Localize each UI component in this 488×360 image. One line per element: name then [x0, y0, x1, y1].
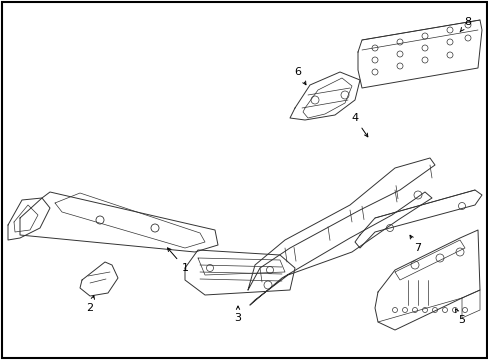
Text: 1: 1 — [167, 248, 188, 273]
Text: 7: 7 — [409, 235, 421, 253]
Text: 4: 4 — [351, 113, 367, 137]
Text: 5: 5 — [455, 309, 465, 325]
Text: 3: 3 — [234, 306, 241, 323]
Text: 2: 2 — [86, 296, 94, 313]
Text: 6: 6 — [294, 67, 305, 85]
Text: 8: 8 — [459, 17, 470, 32]
